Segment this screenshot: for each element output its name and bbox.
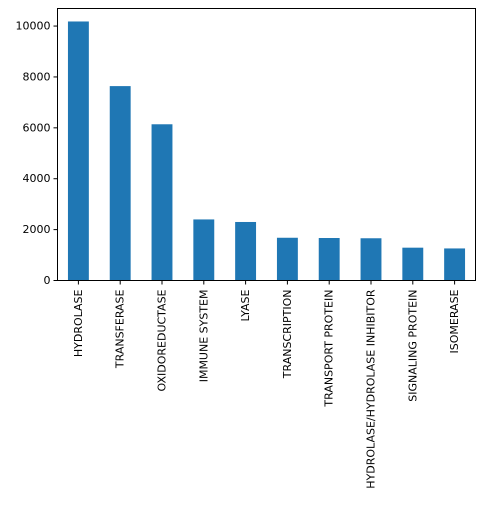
bar-0: [67, 21, 89, 281]
bar-5: [276, 237, 298, 281]
bar-7: [360, 238, 382, 281]
x-axis: HYDROLASE TRANSFERASE OXIDOREDUCTASE IMMUNE…: [72, 280, 461, 489]
y-tick-label: 4000: [23, 172, 51, 185]
x-tick-label: OXIDOREDUCTASE: [156, 289, 169, 391]
bar-2: [151, 124, 173, 281]
bar-8: [402, 247, 424, 281]
bar-9: [444, 248, 466, 281]
y-axis: 0 2000 4000 6000 8000 10000: [16, 20, 58, 287]
y-tick-label: 10000: [16, 20, 51, 33]
x-tick-label: HYDROLASE/HYDROLASE INHIBITOR: [365, 289, 378, 489]
x-tick-label: IMMUNE SYSTEM: [197, 290, 210, 383]
x-tick-label: ISOMERASE: [448, 289, 461, 353]
x-tick-label: TRANSFERASE: [114, 289, 127, 369]
x-tick-label: LYASE: [239, 289, 252, 321]
bar-6: [318, 238, 340, 281]
plot-frame: [57, 8, 476, 281]
x-tick-label: TRANSPORT PROTEIN: [323, 290, 336, 408]
x-tick-label: SIGNALING PROTEIN: [406, 290, 419, 402]
y-tick-label: 0: [44, 274, 51, 287]
y-tick-label: 2000: [23, 223, 51, 236]
x-tick-label: HYDROLASE: [72, 289, 85, 357]
bar-1: [109, 86, 131, 281]
x-tick-label: TRANSCRIPTION: [281, 290, 294, 380]
y-tick-label: 8000: [23, 70, 51, 83]
bars-layer: [67, 21, 466, 281]
bar-3: [193, 219, 215, 281]
bar-4: [235, 221, 257, 281]
y-tick-label: 6000: [23, 121, 51, 134]
